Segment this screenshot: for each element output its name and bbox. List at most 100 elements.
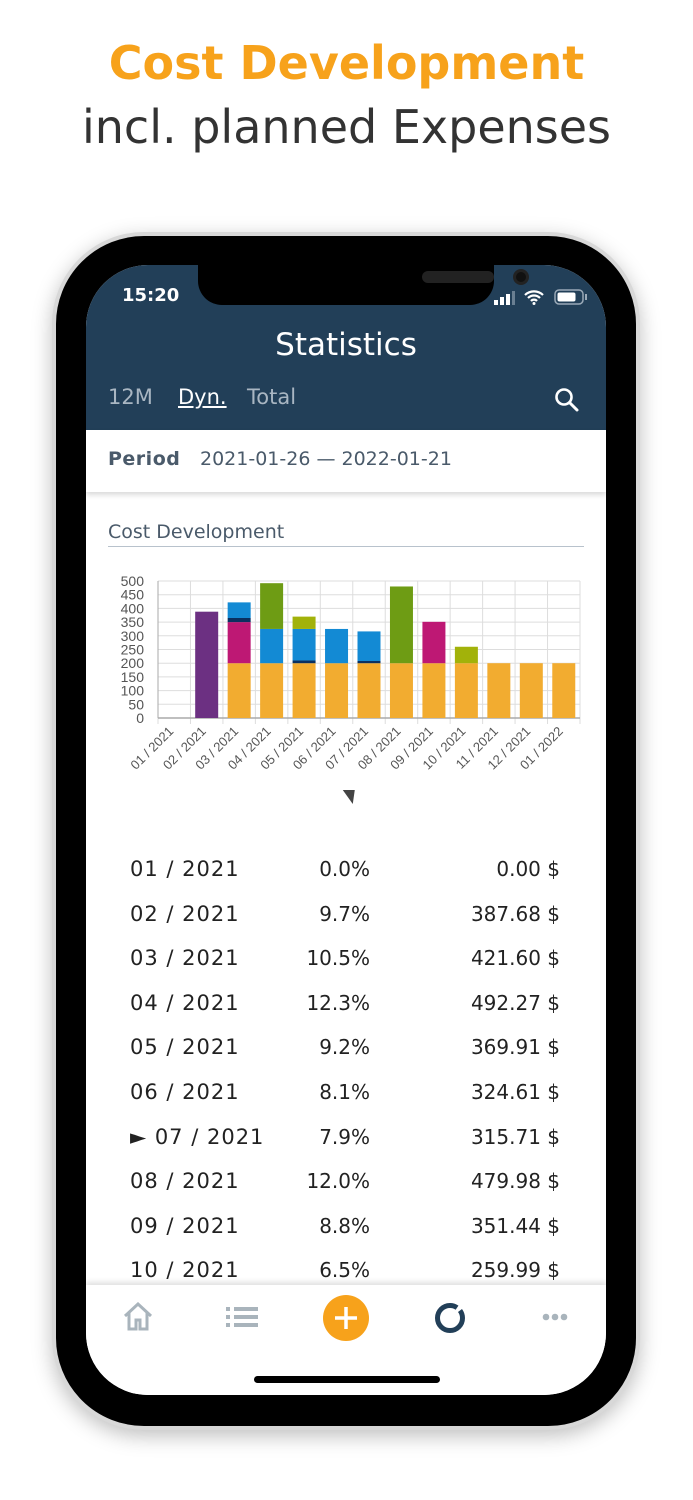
table-row[interactable]: 03 / 2021 10.5% 421.60 $ — [130, 946, 560, 976]
app-header: 15:20 Statistics 12M Dyn. Total — [86, 265, 606, 430]
row-percent: 0.0% — [319, 857, 370, 881]
row-amount: 492.27 $ — [470, 990, 560, 1015]
table-row[interactable]: 04 / 2021 12.3% 492.27 $ — [130, 990, 560, 1021]
row-percent: 12.0% — [306, 1169, 370, 1194]
bar-segment-blue — [227, 602, 251, 618]
row-month: 09 / 2021 — [130, 1213, 240, 1238]
y-tick-label: 250 — [121, 642, 145, 658]
tab-12m[interactable]: 12M — [108, 385, 153, 409]
period-bar[interactable]: Period 2021-01-26 — 2022-01-21 — [86, 430, 606, 492]
home-indicator — [254, 1376, 440, 1383]
bar-segment-magenta — [422, 621, 446, 664]
y-tick-label: 150 — [121, 669, 145, 685]
row-amount: 421.60 $ — [470, 946, 560, 971]
y-tick-label: 350 — [121, 614, 145, 630]
y-tick-label: 400 — [121, 600, 145, 616]
y-tick-label: 500 — [121, 573, 145, 589]
app-screen: 15:20 Statistics 12M Dyn. Total Period 2… — [86, 265, 606, 1395]
bar-segment-orange — [519, 663, 543, 718]
row-month: 03 / 2021 — [130, 946, 240, 971]
table-row[interactable]: ► 07 / 2021 7.9% 315.71 $ — [130, 1124, 560, 1155]
headline-title: Cost Development — [108, 36, 585, 90]
bar-segment-lime — [292, 616, 316, 629]
table-row[interactable]: 05 / 2021 9.2% 369.91 $ — [130, 1035, 560, 1065]
row-percent: 8.1% — [319, 1080, 370, 1104]
bar-segment-navy — [292, 660, 316, 664]
add-icon — [335, 1307, 357, 1329]
bar-segment-orange — [454, 663, 478, 718]
row-amount: 369.91 $ — [470, 1035, 560, 1060]
bar-segment-orange — [325, 663, 349, 718]
row-amount: 259.99 $ — [470, 1258, 560, 1283]
more-icon[interactable] — [542, 1313, 568, 1321]
row-percent: 12.3% — [306, 990, 370, 1015]
row-month: 06 / 2021 — [130, 1080, 240, 1104]
row-percent: 10.5% — [306, 946, 370, 971]
y-tick-label: 50 — [128, 696, 144, 712]
page-title: Statistics — [275, 327, 417, 363]
y-tick-label: 100 — [121, 683, 145, 699]
row-month: 04 / 2021 — [130, 990, 240, 1015]
bar-segment-magenta — [227, 622, 251, 664]
y-tick-label: 300 — [121, 628, 145, 644]
table-row[interactable]: 01 / 2021 0.0% 0.00 $ — [130, 857, 560, 887]
row-percent: 9.2% — [319, 1035, 370, 1060]
row-percent: 9.7% — [319, 901, 370, 926]
bar-segment-blue — [357, 631, 381, 662]
bar-segment-orange — [292, 663, 316, 718]
row-amount: 0.00 $ — [496, 857, 560, 881]
table-row[interactable]: 09 / 2021 8.8% 351.44 $ — [130, 1213, 560, 1244]
row-month: 05 / 2021 — [130, 1035, 240, 1060]
list-icon[interactable] — [226, 1305, 258, 1329]
tab-dynamic[interactable]: Dyn. — [178, 385, 227, 409]
bar-segment-orange — [357, 663, 381, 718]
row-amount: 351.44 $ — [470, 1213, 560, 1238]
y-tick-label: 0 — [136, 710, 144, 726]
headline-subtitle: incl. planned Expenses — [81, 100, 612, 154]
selected-marker-icon — [342, 790, 355, 804]
row-percent: 7.9% — [319, 1124, 370, 1149]
period-label: Period — [108, 448, 181, 470]
y-tick-label: 200 — [121, 655, 145, 671]
bar-segment-orange — [260, 663, 284, 718]
y-tick-label: 450 — [121, 587, 145, 603]
row-amount: 324.61 $ — [470, 1080, 560, 1104]
row-amount: 387.68 $ — [470, 901, 560, 926]
bar-segment-green — [389, 586, 413, 664]
notch — [198, 265, 529, 305]
bar-segment-orange — [552, 663, 576, 718]
status-time: 15:20 — [122, 285, 180, 306]
row-month: ► 07 / 2021 — [130, 1124, 265, 1149]
wifi-icon — [524, 290, 544, 305]
table-row[interactable]: 06 / 2021 8.1% 324.61 $ — [130, 1080, 560, 1110]
table-row[interactable]: 02 / 2021 9.7% 387.68 $ — [130, 901, 560, 932]
bar-segment-navy — [227, 617, 251, 623]
row-month: 01 / 2021 — [130, 857, 240, 881]
bar-segment-green — [260, 583, 284, 629]
table-row[interactable]: 10 / 2021 6.5% 259.99 $ — [130, 1258, 560, 1288]
bar-segment-lime — [454, 646, 478, 664]
bar-segment-purple — [195, 611, 219, 718]
bar-segment-orange — [422, 663, 446, 718]
tab-total[interactable]: Total — [247, 385, 297, 409]
home-icon[interactable] — [122, 1302, 154, 1332]
period-value[interactable]: 2021-01-26 — 2022-01-21 — [200, 448, 452, 470]
row-month: 10 / 2021 — [130, 1258, 240, 1283]
bar-segment-orange — [389, 663, 413, 718]
bar-segment-blue — [292, 628, 316, 661]
search-icon[interactable] — [554, 387, 580, 413]
table-row[interactable]: 08 / 2021 12.0% 479.98 $ — [130, 1169, 560, 1199]
row-month: 08 / 2021 — [130, 1169, 240, 1194]
row-amount: 479.98 $ — [470, 1169, 560, 1194]
battery-icon — [554, 289, 587, 305]
bar-segment-blue — [325, 628, 349, 664]
signal-icon — [494, 291, 515, 305]
chart-title: Cost Development — [108, 521, 584, 547]
bar-segment-navy — [357, 661, 381, 664]
row-percent: 6.5% — [319, 1258, 370, 1283]
bar-segment-blue — [260, 628, 284, 664]
row-percent: 8.8% — [319, 1213, 370, 1238]
add-button[interactable] — [323, 1295, 369, 1341]
statistics-icon[interactable] — [434, 1301, 466, 1335]
